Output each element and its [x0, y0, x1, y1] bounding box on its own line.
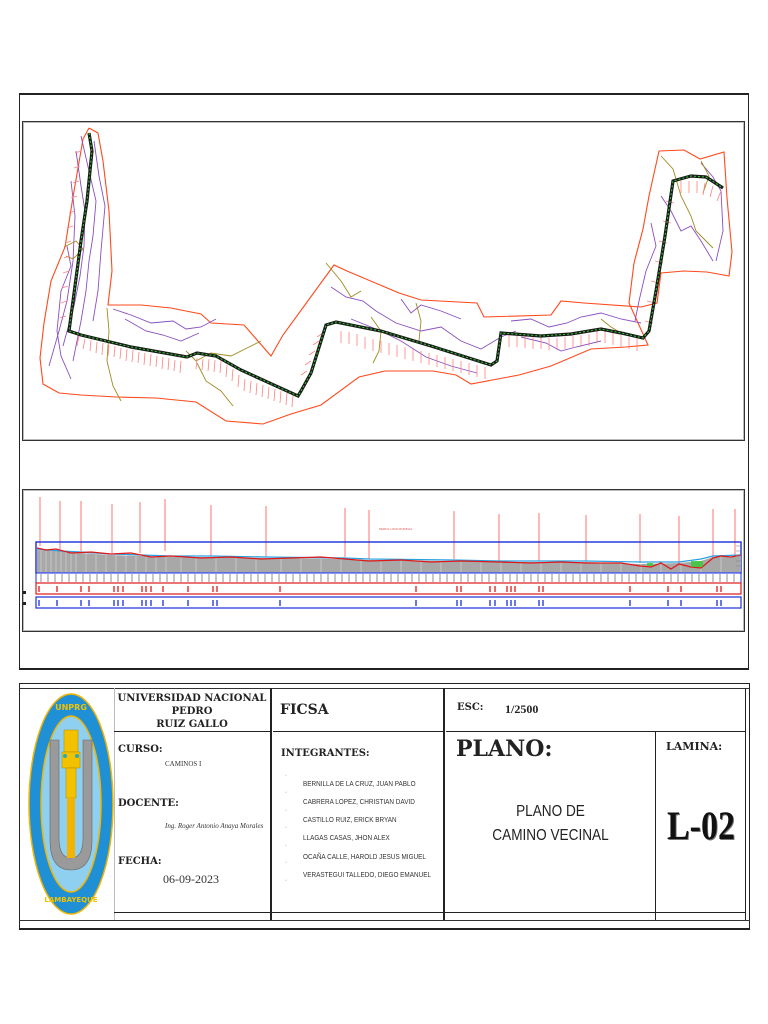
- member-bullet: ·: [285, 808, 287, 814]
- contour-lines-olive: [63, 155, 714, 407]
- member-5: OCAÑA CALLE, HAROLD JESUS MIGUEL: [303, 852, 426, 861]
- divider-bottom-inner: [114, 912, 745, 913]
- terrain-line: [36, 547, 742, 570]
- road-alignment-inner: [68, 132, 724, 397]
- member-bullet: ·: [285, 843, 287, 849]
- plan-view-drawing: [39, 127, 733, 425]
- profile-view-drawing: PERFIL LONGITUDINAL: [23, 497, 742, 609]
- university-name: UNIVERSIDAD NACIONAL PEDRO RUIZ GALLO: [114, 692, 270, 731]
- member-bullet: ·: [285, 790, 287, 796]
- university-logo: UNPRG LAMBAYEQUE: [28, 690, 114, 918]
- profile-title: PERFIL LONGITUDINAL: [379, 527, 413, 531]
- fecha-value: 06-09-2023: [163, 872, 219, 886]
- survey-boundary: [39, 127, 733, 425]
- divider-right: [745, 688, 746, 920]
- fecha-label: FECHA:: [118, 856, 162, 867]
- road-alignment: [67, 132, 724, 399]
- title-block: [19, 683, 750, 930]
- lamina-value: L-02: [667, 803, 735, 848]
- docente-value: Ing. Roger Antonio Anaya Morales: [165, 822, 264, 830]
- university-name-line1: UNIVERSIDAD NACIONAL PEDRO: [117, 693, 267, 717]
- divider-esc: [446, 731, 745, 732]
- university-name-line2: RUIZ GALLO: [156, 719, 228, 730]
- member-3: CASTILLO RUIZ, ERICK BRYAN: [303, 815, 397, 824]
- sheet-frame: [19, 93, 749, 670]
- member-bullet: ·: [285, 860, 287, 866]
- contour-lines-purple: [48, 135, 724, 380]
- svg-text:LAMBAYEQUE: LAMBAYEQUE: [44, 896, 97, 904]
- member-6: VERASTEGUI TALLEDO, DIEGO EMANUEL: [303, 870, 432, 879]
- plano-value-line1: PLANO DE: [516, 803, 585, 820]
- divider-univ: [114, 731, 270, 732]
- title-block-bottom-line: [19, 920, 750, 921]
- curso-label: CURSO:: [118, 744, 163, 755]
- divider-col3: [443, 688, 448, 920]
- member-2: CABRERA LOPEZ, CHRISTIAN DAVID: [303, 797, 415, 806]
- svg-text:UNPRG: UNPRG: [55, 703, 87, 712]
- divider-col1: [114, 688, 115, 920]
- slope-hatch: [59, 150, 722, 408]
- integrantes-label: INTEGRANTES:: [281, 748, 370, 759]
- escala-value: 1/2500: [505, 702, 539, 716]
- curso-value: CAMINOS I: [165, 760, 202, 768]
- member-1: BERNILLA DE LA CRUZ, JUAN PABLO: [303, 779, 416, 788]
- lamina-label: LAMINA:: [666, 740, 723, 753]
- plano-value-line2: CAMINO VECINAL: [492, 827, 609, 844]
- divider-lamina: [655, 731, 656, 920]
- escala-label: ESC:: [457, 702, 484, 713]
- divider-col2: [270, 688, 275, 920]
- title-block-top-double-line: [19, 688, 750, 689]
- faculty-name: FICSA: [280, 702, 329, 718]
- member-bullet: ·: [285, 773, 287, 779]
- plan-view-frame: [22, 121, 745, 441]
- member-4: LLAGAS CASAS, JHON ALEX: [303, 833, 390, 842]
- docente-label: DOCENTE:: [118, 798, 179, 809]
- member-bullet: ·: [285, 825, 287, 831]
- profile-view-frame: PERFIL LONGITUDINAL: [22, 489, 745, 632]
- plano-label: PLANO:: [456, 736, 553, 762]
- member-bullet: ·: [285, 878, 287, 884]
- plano-value: PLANO DE CAMINO VECINAL: [462, 800, 640, 848]
- divider-ficsa: [273, 731, 443, 732]
